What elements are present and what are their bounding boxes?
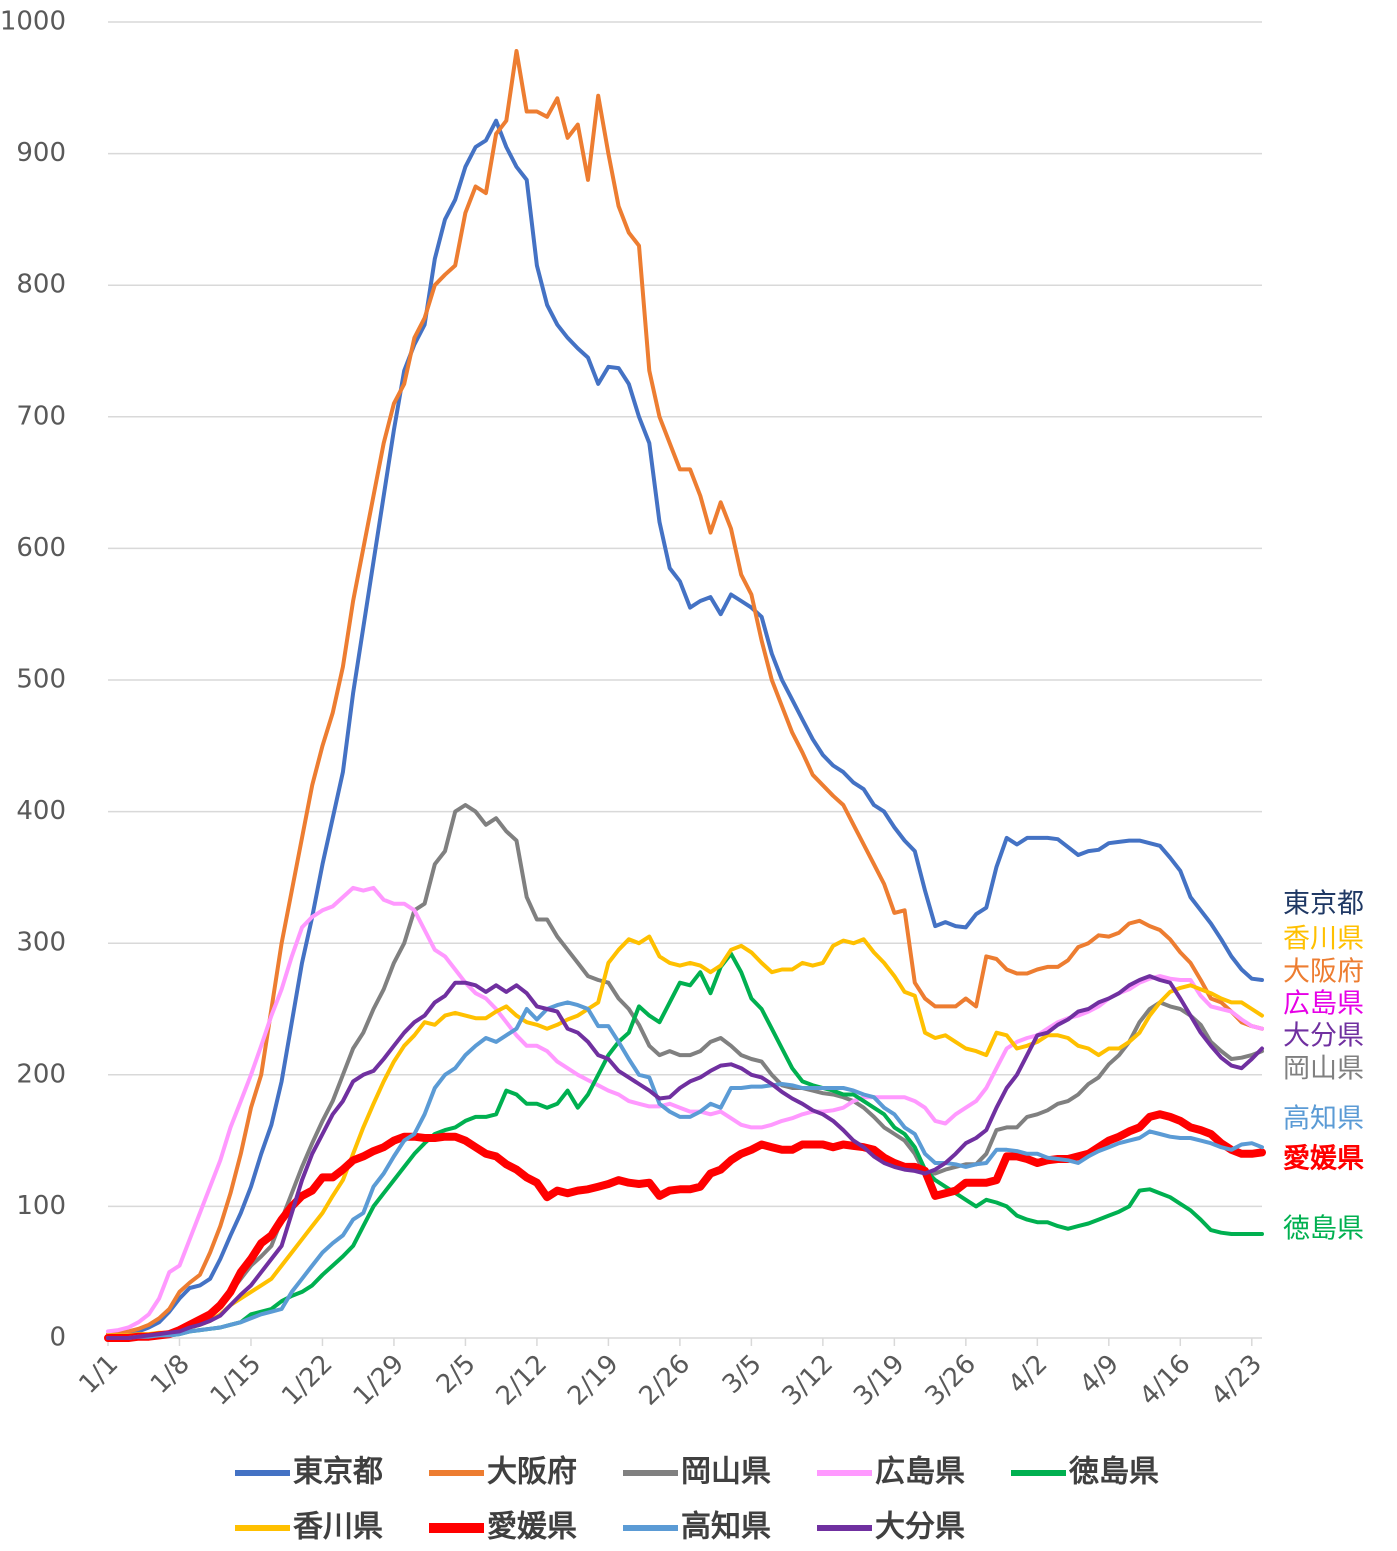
x-tick-label: 1/8 [145,1349,196,1400]
x-tick-label: 1/15 [205,1349,268,1412]
series-annotation: 東京都 [1283,889,1364,920]
series-annotation: 大分県 [1283,1021,1364,1052]
series-annotation: 徳島県 [1283,1214,1364,1245]
series-line [104,1110,1266,1342]
series-line [106,49,1264,1337]
series-annotation: 岡山県 [1283,1054,1364,1085]
y-tick-label: 800 [16,270,66,300]
x-tick-label: 3/26 [920,1349,983,1412]
series-annotation: 香川県 [1283,924,1364,955]
series-annotation: 広島県 [1283,989,1364,1020]
series-line [106,974,1264,1340]
legend-label: 徳島県 [1068,1455,1159,1490]
legend-label: 香川県 [293,1510,383,1545]
x-tick-label: 3/19 [848,1349,911,1412]
x-tick-label: 2/5 [431,1349,482,1400]
legend-label: 広島県 [875,1455,965,1490]
y-tick-label: 100 [16,1191,66,1221]
series-annotation: 大阪府 [1283,957,1364,988]
y-tick-label: 200 [16,1059,66,1089]
legend-label: 愛媛県 [487,1510,577,1545]
x-tick-label: 2/19 [562,1349,625,1412]
y-tick-label: 400 [16,796,66,826]
series-line [106,1000,1264,1340]
y-tick-label: 600 [16,533,66,563]
x-tick-label: 2/12 [491,1349,554,1412]
y-tick-label: 900 [16,138,66,168]
series-annotation: 高知県 [1283,1104,1364,1135]
x-tick-label: 1/22 [276,1349,339,1412]
series-line [106,803,1264,1340]
x-tick-label: 3/12 [777,1349,840,1412]
legend-label: 高知県 [681,1510,771,1545]
x-tick-label: 2/26 [634,1349,697,1412]
x-tick-label: 4/2 [1003,1349,1054,1400]
y-tick-label: 500 [16,665,66,695]
y-tick-label: 700 [16,401,66,431]
x-tick-label: 1/29 [348,1349,411,1412]
legend-label: 大阪府 [487,1455,577,1490]
series-line [106,951,1264,1340]
x-tick-label: 4/9 [1074,1349,1125,1400]
y-tick-label: 0 [49,1323,66,1353]
legend-label: 大分県 [875,1510,965,1545]
legend-label: 岡山県 [681,1455,771,1490]
series-line [106,118,1264,1340]
x-tick-label: 1/1 [73,1349,124,1400]
x-tick-label: 3/5 [717,1349,768,1400]
legend-label: 東京都 [293,1455,383,1490]
y-tick-label: 1000 [0,7,66,37]
x-tick-label: 4/23 [1206,1349,1269,1412]
y-tick-label: 300 [16,928,66,958]
series-line [106,934,1264,1338]
x-tick-label: 4/16 [1134,1349,1197,1412]
series-annotation: 愛媛県 [1283,1144,1364,1175]
